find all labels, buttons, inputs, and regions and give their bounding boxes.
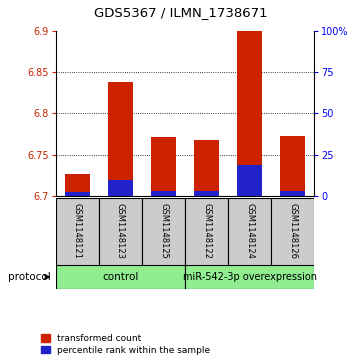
- Bar: [65, 192, 90, 196]
- Text: GDS5367 / ILMN_1738671: GDS5367 / ILMN_1738671: [94, 6, 267, 19]
- Bar: [99, 198, 142, 265]
- Bar: [56, 198, 99, 265]
- Bar: [56, 265, 185, 289]
- Bar: [193, 140, 219, 196]
- Bar: [151, 191, 177, 196]
- Text: protocol: protocol: [8, 272, 51, 282]
- Text: control: control: [102, 272, 139, 282]
- Text: miR-542-3p overexpression: miR-542-3p overexpression: [183, 272, 317, 282]
- Bar: [185, 265, 314, 289]
- Text: GSM1148121: GSM1148121: [73, 204, 82, 259]
- Bar: [280, 136, 305, 196]
- Bar: [237, 166, 262, 196]
- Text: GSM1148124: GSM1148124: [245, 204, 254, 259]
- Bar: [151, 136, 177, 196]
- Text: GSM1148122: GSM1148122: [202, 204, 211, 259]
- Bar: [142, 198, 185, 265]
- Bar: [193, 191, 219, 196]
- Bar: [271, 198, 314, 265]
- Text: GSM1148123: GSM1148123: [116, 203, 125, 260]
- Bar: [108, 179, 134, 196]
- Bar: [65, 174, 90, 196]
- Bar: [228, 198, 271, 265]
- Bar: [108, 82, 134, 196]
- Bar: [237, 31, 262, 196]
- Legend: transformed count, percentile rank within the sample: transformed count, percentile rank withi…: [41, 334, 210, 355]
- Bar: [280, 191, 305, 196]
- Bar: [185, 198, 228, 265]
- Text: GSM1148126: GSM1148126: [288, 203, 297, 260]
- Text: GSM1148125: GSM1148125: [159, 204, 168, 259]
